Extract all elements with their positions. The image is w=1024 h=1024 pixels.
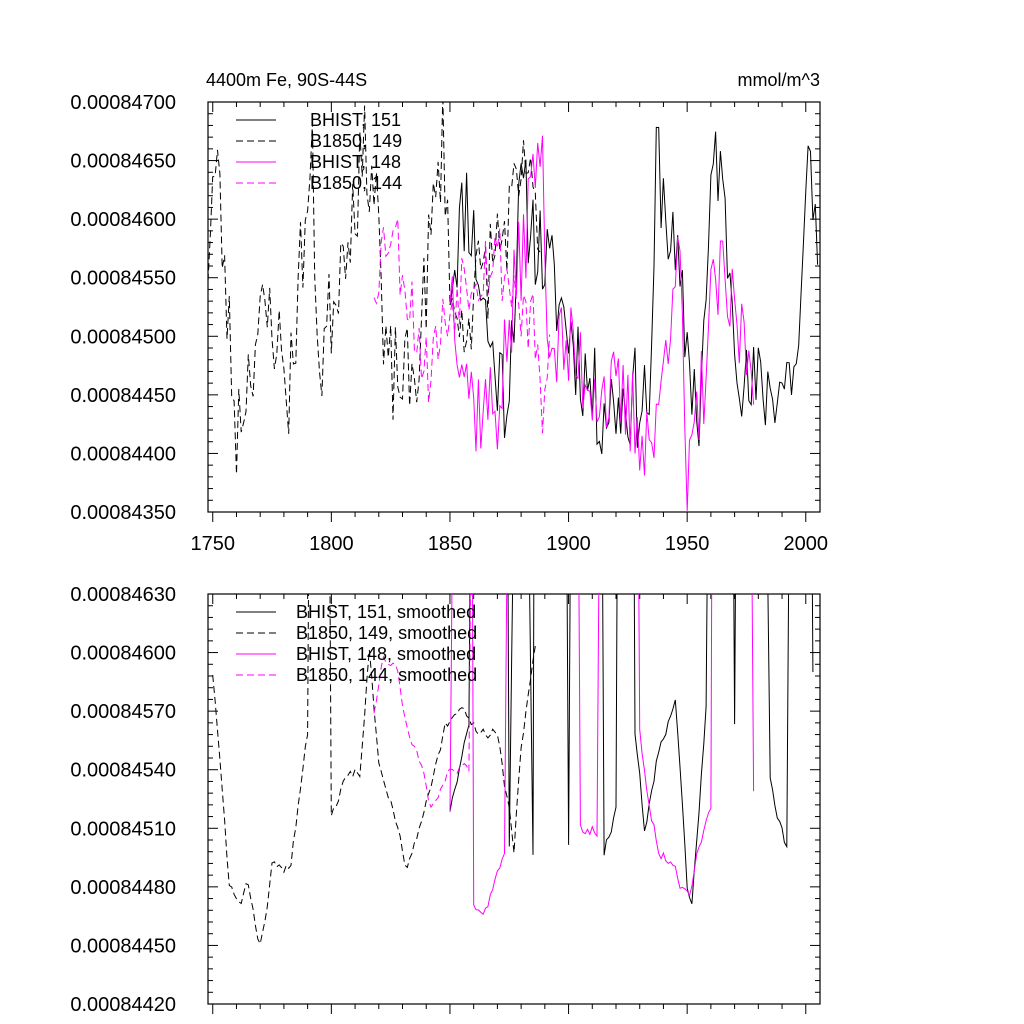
x-tick-label: 1800 xyxy=(309,533,354,555)
series-line-b1850-144-smoothed xyxy=(373,594,471,809)
top-plot-frame xyxy=(207,101,821,513)
x-tick-label: 1750 xyxy=(190,533,235,555)
top-y-axis: 0.00084350 0.00084400 0.00084450 0.00084500… xyxy=(70,92,820,524)
legend-label: B1850, 144, smoothed xyxy=(296,665,477,685)
y-tick-label: 0.00084650 xyxy=(70,151,176,173)
legend-label: B1850, 149 xyxy=(310,131,402,151)
x-tick-label: 1850 xyxy=(428,533,473,555)
legend-label: B1850, 144 xyxy=(310,173,402,193)
y-tick-label: 0.00084510 xyxy=(70,818,176,840)
x-tick-label: 2000 xyxy=(784,533,829,555)
bottom-plot-frame xyxy=(207,593,821,1005)
y-tick-label: 0.00084350 xyxy=(70,502,176,524)
legend-label: BHIST, 148 xyxy=(310,152,401,172)
legend-label: BHIST, 151, smoothed xyxy=(296,602,476,622)
y-tick-label: 0.00084550 xyxy=(70,268,176,290)
bottom-series-group xyxy=(212,594,814,946)
legend-label: BHIST, 148, smoothed xyxy=(296,644,476,664)
top-panel: 4400m Fe, 90S-44S mmol/m^3 0.000843500.0… xyxy=(70,70,828,555)
top-title-left: 4400m Fe, 90S-44S xyxy=(206,70,367,90)
series-line-b1850-144 xyxy=(373,218,551,434)
y-tick-label: 0.00084500 xyxy=(70,326,176,348)
top-x-axis: 1750 1800 1850 1900 1950 2000 xyxy=(190,102,828,555)
top-title-right: mmol/m^3 xyxy=(738,70,820,90)
y-tick-label: 0.00084700 xyxy=(70,92,176,114)
series-line-bhist-151-smoothed xyxy=(449,594,814,904)
bottom-x-axis xyxy=(212,594,807,1014)
series-line-bhist-148-smoothed xyxy=(449,594,755,916)
series-line-bhist-148 xyxy=(449,135,755,511)
y-tick-label: 0.00084480 xyxy=(70,877,176,899)
y-tick-label: 0.00084450 xyxy=(70,935,176,957)
y-tick-label: 0.00084600 xyxy=(70,643,176,665)
bottom-y-axis: 0.00084420 0.00084450 0.00084480 0.00084510… xyxy=(70,584,820,1016)
series-line-bhist-151 xyxy=(449,126,819,455)
x-tick-label: 1950 xyxy=(665,533,710,555)
y-tick-label: 0.00084600 xyxy=(70,209,176,231)
y-tick-label: 0.00084450 xyxy=(70,385,176,407)
bottom-panel: 0.00084420 0.00084450 0.00084480 0.00084510… xyxy=(70,584,821,1016)
y-tick-label: 0.00084570 xyxy=(70,701,176,723)
y-tick-label: 0.00084400 xyxy=(70,443,176,465)
legend-label: B1850, 149, smoothed xyxy=(296,623,477,643)
series-line-b1850-149-smoothed xyxy=(212,594,536,946)
y-tick-label: 0.00084540 xyxy=(70,760,176,782)
x-tick-label: 1900 xyxy=(546,533,591,555)
top-series-group xyxy=(208,102,819,511)
legend-label: BHIST, 151 xyxy=(310,110,401,130)
y-tick-label: 0.00084420 xyxy=(70,994,176,1016)
y-tick-label: 0.00084630 xyxy=(70,584,176,606)
